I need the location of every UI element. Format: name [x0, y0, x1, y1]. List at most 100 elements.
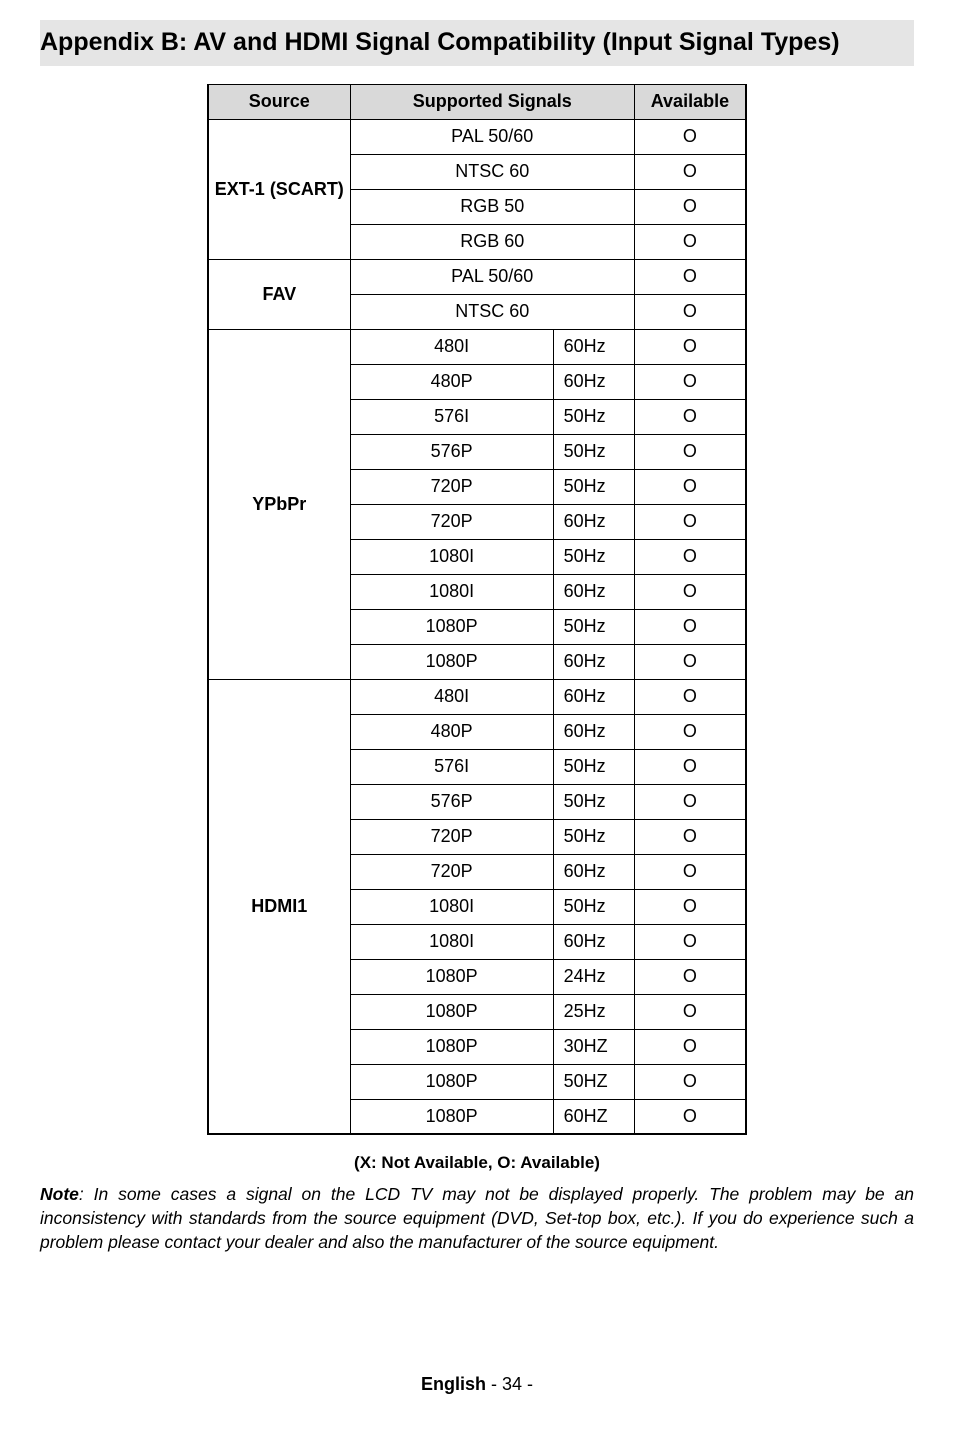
available-cell: O [634, 154, 746, 189]
frequency-cell: 50Hz [553, 399, 634, 434]
signal-cell: 576I [350, 399, 553, 434]
table-row: HDMI1480I60HzO [208, 679, 746, 714]
frequency-cell: 60Hz [553, 714, 634, 749]
signal-cell: 1080I [350, 924, 553, 959]
signal-cell: 576P [350, 784, 553, 819]
available-cell: O [634, 679, 746, 714]
available-cell: O [634, 259, 746, 294]
page-footer: English - 34 - [40, 1374, 914, 1395]
frequency-cell: 50Hz [553, 469, 634, 504]
frequency-cell: 60Hz [553, 364, 634, 399]
available-cell: O [634, 1099, 746, 1134]
signal-cell: 720P [350, 819, 553, 854]
frequency-cell: 60Hz [553, 854, 634, 889]
frequency-cell: 60Hz [553, 504, 634, 539]
signal-cell: 480P [350, 364, 553, 399]
signal-table: Source Supported Signals Available EXT-1… [207, 84, 747, 1136]
footer-page-number: - 34 - [486, 1374, 533, 1394]
frequency-cell: 60Hz [553, 329, 634, 364]
signal-cell: 720P [350, 469, 553, 504]
note-label: Note [40, 1184, 79, 1204]
signal-cell: PAL 50/60 [350, 119, 634, 154]
available-cell: O [634, 819, 746, 854]
frequency-cell: 50Hz [553, 889, 634, 924]
frequency-cell: 50Hz [553, 434, 634, 469]
available-cell: O [634, 784, 746, 819]
source-cell: YPbPr [208, 329, 350, 679]
header-available: Available [634, 84, 746, 119]
signal-cell: PAL 50/60 [350, 259, 634, 294]
signal-cell: RGB 50 [350, 189, 634, 224]
frequency-cell: 50Hz [553, 749, 634, 784]
signal-cell: 480P [350, 714, 553, 749]
available-cell: O [634, 714, 746, 749]
header-source: Source [208, 84, 350, 119]
source-cell: HDMI1 [208, 679, 350, 1134]
available-cell: O [634, 994, 746, 1029]
signal-cell: 1080P [350, 644, 553, 679]
signal-cell: 480I [350, 329, 553, 364]
signal-cell: 1080P [350, 1099, 553, 1134]
signal-cell: NTSC 60 [350, 154, 634, 189]
frequency-cell: 50HZ [553, 1064, 634, 1099]
available-cell: O [634, 329, 746, 364]
available-cell: O [634, 1064, 746, 1099]
signal-cell: 720P [350, 854, 553, 889]
signal-cell: 720P [350, 504, 553, 539]
available-cell: O [634, 959, 746, 994]
table-row: FAVPAL 50/60O [208, 259, 746, 294]
frequency-cell: 60Hz [553, 574, 634, 609]
available-cell: O [634, 434, 746, 469]
available-cell: O [634, 119, 746, 154]
signal-cell: NTSC 60 [350, 294, 634, 329]
note-text: : In some cases a signal on the LCD TV m… [40, 1184, 914, 1251]
available-cell: O [634, 224, 746, 259]
available-cell: O [634, 889, 746, 924]
frequency-cell: 60Hz [553, 924, 634, 959]
header-signals: Supported Signals [350, 84, 634, 119]
available-cell: O [634, 539, 746, 574]
available-cell: O [634, 924, 746, 959]
available-cell: O [634, 504, 746, 539]
table-header: Source Supported Signals Available [208, 84, 746, 119]
signal-cell: RGB 60 [350, 224, 634, 259]
frequency-cell: 50Hz [553, 539, 634, 574]
frequency-cell: 24Hz [553, 959, 634, 994]
signal-cell: 1080P [350, 1064, 553, 1099]
signal-cell: 1080I [350, 539, 553, 574]
frequency-cell: 50Hz [553, 819, 634, 854]
available-cell: O [634, 644, 746, 679]
frequency-cell: 50Hz [553, 784, 634, 819]
available-cell: O [634, 749, 746, 784]
frequency-cell: 60HZ [553, 1099, 634, 1134]
legend-text: (X: Not Available, O: Available) [40, 1153, 914, 1173]
signal-cell: 576I [350, 749, 553, 784]
available-cell: O [634, 1029, 746, 1064]
available-cell: O [634, 399, 746, 434]
available-cell: O [634, 189, 746, 224]
available-cell: O [634, 854, 746, 889]
frequency-cell: 25Hz [553, 994, 634, 1029]
source-cell: FAV [208, 259, 350, 329]
source-cell: EXT-1 (SCART) [208, 119, 350, 259]
table-row: YPbPr480I60HzO [208, 329, 746, 364]
available-cell: O [634, 574, 746, 609]
signal-cell: 1080I [350, 574, 553, 609]
signal-cell: 1080P [350, 1029, 553, 1064]
footer-language: English [421, 1374, 486, 1394]
available-cell: O [634, 609, 746, 644]
signal-cell: 576P [350, 434, 553, 469]
available-cell: O [634, 469, 746, 504]
title-bar: Appendix B: AV and HDMI Signal Compatibi… [40, 20, 914, 66]
frequency-cell: 60Hz [553, 679, 634, 714]
page-container: Appendix B: AV and HDMI Signal Compatibi… [0, 0, 954, 1435]
signal-cell: 1080P [350, 994, 553, 1029]
signal-cell: 1080I [350, 889, 553, 924]
note-paragraph: Note: In some cases a signal on the LCD … [40, 1183, 914, 1254]
table-body: EXT-1 (SCART)PAL 50/60ONTSC 60ORGB 50ORG… [208, 119, 746, 1134]
available-cell: O [634, 364, 746, 399]
frequency-cell: 50Hz [553, 609, 634, 644]
available-cell: O [634, 294, 746, 329]
signal-cell: 1080P [350, 959, 553, 994]
table-row: EXT-1 (SCART)PAL 50/60O [208, 119, 746, 154]
